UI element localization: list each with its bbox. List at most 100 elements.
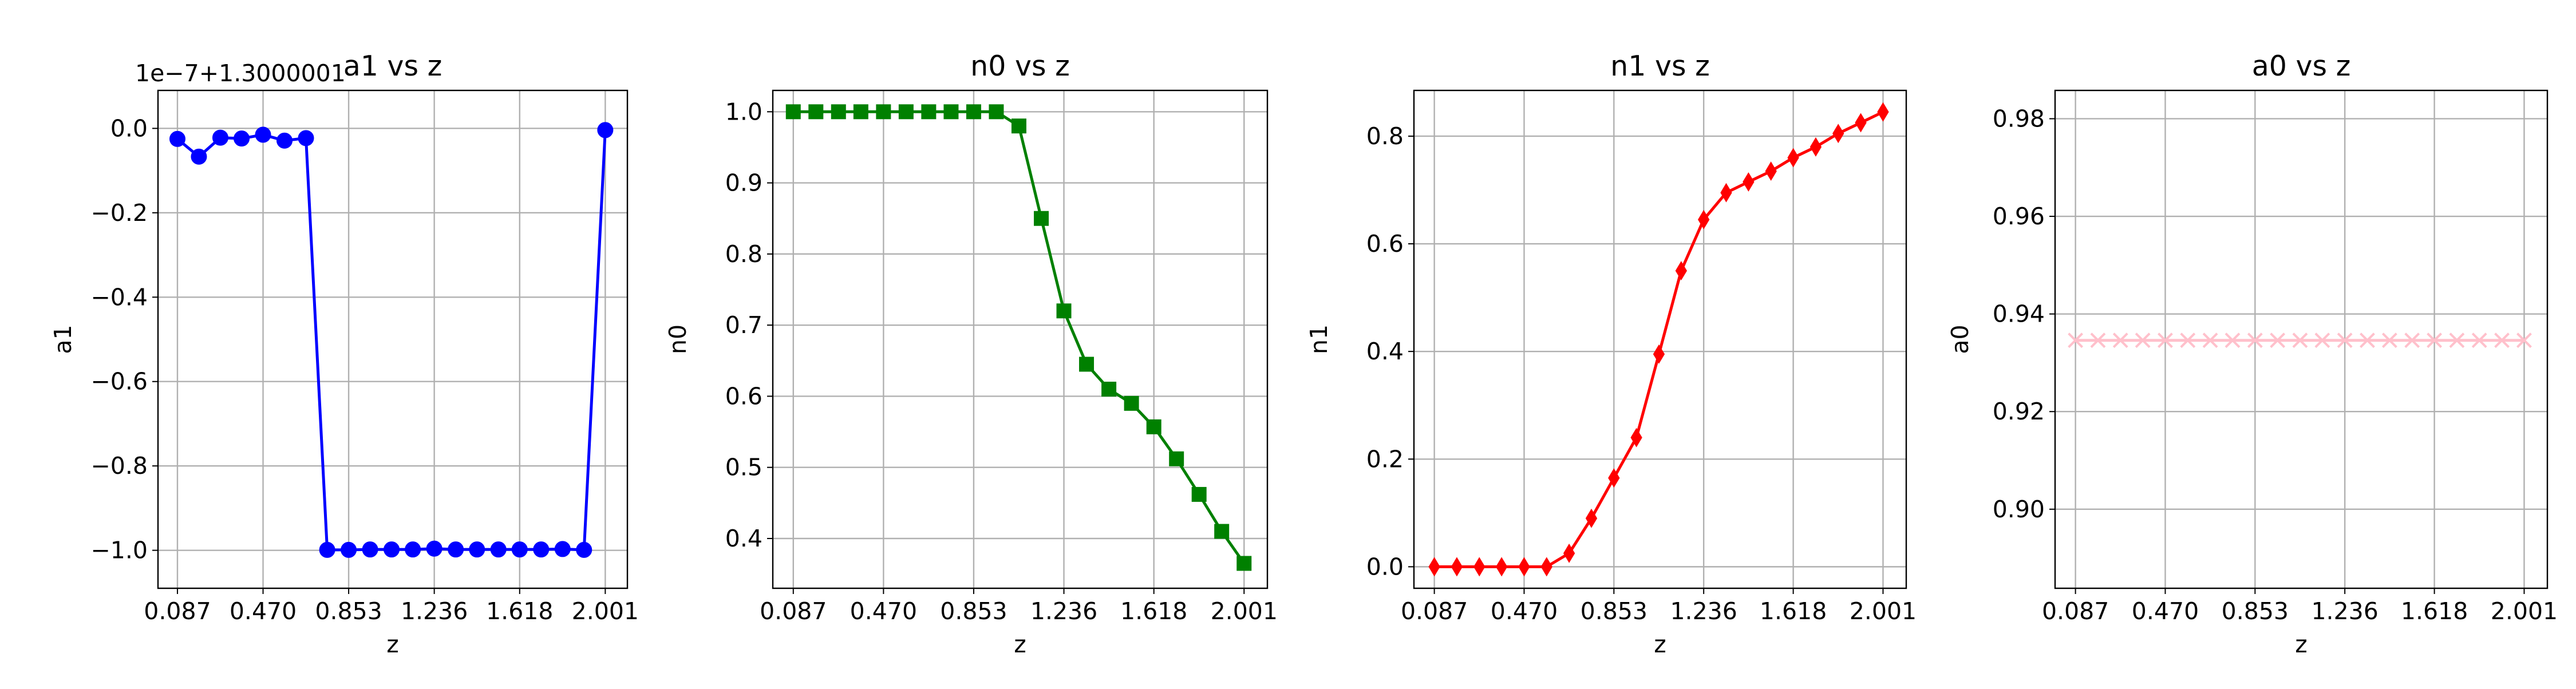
x-tick-label: 0.470 — [2132, 597, 2199, 625]
plot-frame — [1413, 89, 1907, 589]
data-point — [276, 132, 293, 149]
data-point — [2090, 332, 2106, 349]
data-point — [2314, 332, 2330, 349]
y-axis-label: n0 — [664, 324, 692, 354]
data-point — [1720, 183, 1732, 203]
data-point — [1428, 557, 1440, 577]
data-point — [1191, 486, 1207, 502]
data-point — [298, 130, 314, 146]
data-point — [2516, 332, 2532, 349]
y-tick-label: 0.6 — [1366, 230, 1404, 258]
x-axis-label: z — [2295, 631, 2308, 658]
x-tick-label: 1.236 — [1030, 597, 1097, 625]
x-tick-label: 0.853 — [940, 597, 1007, 625]
data-point — [1675, 261, 1688, 281]
x-tick-label: 0.087 — [2042, 597, 2109, 625]
y-tick-label: 0.90 — [1993, 496, 2045, 523]
data-point — [1698, 209, 1710, 229]
data-point — [1473, 557, 1485, 577]
data-point — [1214, 524, 1230, 539]
x-axis-label: z — [1654, 631, 1666, 658]
plot-frame — [2054, 89, 2549, 589]
data-point — [1809, 137, 1822, 157]
y-tick-label: 0.0 — [1366, 553, 1404, 580]
data-point — [808, 104, 824, 120]
y-tick-label: −0.4 — [90, 283, 148, 311]
y-axis-label: a1 — [49, 324, 77, 354]
data-point — [490, 541, 507, 558]
chart-panel-2: 0.087 0.470 0.853 1.236 1.618 2.001 0.4 0.5 0.6 0… — [664, 50, 1278, 658]
chart-title: n0 vs z — [970, 50, 1070, 82]
data-point — [191, 148, 207, 165]
x-axis-label: z — [386, 631, 399, 658]
x-tick-label: 0.470 — [850, 597, 917, 625]
x-tick-label: 2.001 — [572, 597, 639, 625]
data-point — [2494, 332, 2510, 349]
data-point — [2247, 332, 2263, 349]
data-point — [1495, 557, 1508, 577]
data-point — [2404, 332, 2420, 349]
data-point — [234, 130, 250, 147]
data-point — [2292, 332, 2308, 349]
y-tick-label: −1.0 — [90, 537, 148, 564]
data-point — [341, 541, 357, 558]
data-point — [1743, 172, 1755, 192]
data-point — [1236, 556, 1252, 571]
y-tick-label: 0.2 — [1366, 445, 1404, 473]
data-point — [1079, 357, 1095, 372]
x-tick-label: 2.001 — [1211, 597, 1278, 625]
data-point — [2270, 332, 2286, 349]
y-tick-label: 0.92 — [1993, 398, 2045, 425]
data-point — [2158, 332, 2173, 349]
y-tick-label: 0.98 — [1993, 105, 2045, 132]
data-point — [212, 129, 228, 146]
data-point — [2225, 332, 2241, 349]
data-point — [1124, 395, 1139, 411]
data-point — [469, 541, 485, 558]
plot-frame — [157, 89, 629, 589]
x-tick-label: 0.087 — [144, 597, 211, 625]
data-point — [169, 130, 185, 147]
x-tick-label: 1.236 — [2311, 597, 2378, 625]
data-point — [362, 541, 378, 558]
y-tick-label: 0.8 — [1366, 122, 1404, 150]
data-point — [576, 541, 592, 558]
data-point — [2337, 332, 2353, 349]
y-tick-label: 1.0 — [725, 98, 762, 125]
data-point — [2112, 332, 2128, 349]
data-point — [1011, 118, 1026, 134]
data-point — [898, 104, 914, 120]
chart-panel-1: 0.087 0.470 0.853 1.236 1.618 2.001 0.0 −0.2 −0.… — [49, 50, 639, 658]
data-point — [1056, 303, 1072, 319]
data-point — [1630, 427, 1642, 448]
data-point — [2427, 332, 2443, 349]
x-tick-label: 1.236 — [401, 597, 468, 625]
data-point — [1585, 508, 1598, 528]
y-tick-label: 0.9 — [725, 169, 762, 197]
data-point — [255, 126, 271, 143]
y-tick-label: −0.6 — [90, 368, 148, 395]
y-tick-label: 0.6 — [725, 382, 762, 410]
data-point — [1832, 124, 1844, 144]
x-tick-label: 1.618 — [2401, 597, 2468, 625]
data-point — [1451, 557, 1463, 577]
x-tick-label: 0.470 — [1491, 597, 1558, 625]
data-point — [1034, 211, 1049, 226]
x-tick-label: 1.618 — [486, 597, 553, 625]
x-tick-label: 0.087 — [1401, 597, 1468, 625]
data-point — [448, 541, 464, 558]
chart-title: a0 vs z — [2252, 50, 2351, 82]
x-tick-label: 2.001 — [2491, 597, 2558, 625]
data-point — [1146, 419, 1161, 434]
data-point — [876, 104, 891, 120]
chart-title: n1 vs z — [1610, 50, 1710, 82]
x-tick-label: 0.087 — [760, 597, 827, 625]
data-point — [319, 541, 335, 558]
y-tick-label: 0.94 — [1993, 300, 2045, 328]
x-tick-label: 1.618 — [1120, 597, 1187, 625]
data-point — [1765, 161, 1777, 181]
data-point — [989, 104, 1004, 120]
y-axis-label: a0 — [1946, 324, 1974, 354]
x-tick-label: 2.001 — [1850, 597, 1917, 625]
